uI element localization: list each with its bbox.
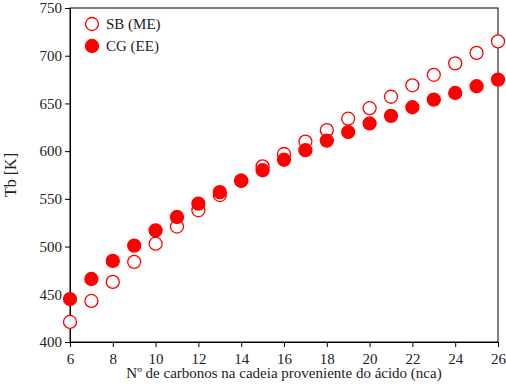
- tick-mark: [241, 342, 242, 347]
- tick-mark: [65, 199, 70, 200]
- tick: 550: [40, 191, 71, 207]
- point: [171, 210, 184, 223]
- point: [449, 57, 462, 70]
- point: [299, 144, 312, 157]
- point: [64, 315, 77, 328]
- point: [449, 86, 462, 99]
- point: [128, 255, 141, 268]
- tick: 12: [191, 342, 206, 367]
- series: [64, 73, 505, 305]
- tick-mark: [65, 8, 70, 9]
- tick: 8: [110, 342, 118, 367]
- tick: 20: [363, 342, 378, 367]
- tick-label: 8: [110, 351, 118, 367]
- chart: 6 8 10 12 14 16 18 20 22 24 26 400 450 500 550 600 650 70…: [0, 0, 506, 384]
- point: [128, 239, 141, 252]
- point: [235, 174, 248, 187]
- tick: 10: [149, 342, 164, 367]
- point: [492, 73, 505, 86]
- legend-marker: [86, 40, 99, 53]
- point: [149, 224, 162, 237]
- tick-mark: [455, 342, 456, 347]
- point: [149, 237, 162, 250]
- legend-label: SB (ME): [106, 16, 161, 33]
- tick: 6: [67, 342, 75, 367]
- tick: 22: [405, 342, 420, 367]
- tick-label: 24: [448, 351, 464, 367]
- tick-label: 700: [40, 48, 63, 64]
- point: [106, 275, 119, 288]
- tick: 750: [40, 0, 71, 16]
- tick: 18: [320, 342, 335, 367]
- legend-marker: [86, 18, 99, 31]
- tick: 24: [448, 342, 464, 367]
- point: [85, 273, 98, 286]
- point: [470, 46, 483, 59]
- point: [470, 80, 483, 93]
- point: [342, 112, 355, 125]
- tick-mark: [65, 151, 70, 152]
- tick-mark: [327, 342, 328, 347]
- tick-mark: [370, 342, 371, 347]
- tick-label: 450: [40, 287, 63, 303]
- point: [363, 102, 376, 115]
- tick-mark: [65, 342, 70, 343]
- tick-mark: [412, 342, 413, 347]
- tick: 26: [491, 342, 506, 367]
- point: [235, 174, 248, 187]
- point: [342, 126, 355, 139]
- tick-label: 550: [40, 191, 63, 207]
- tick-label: 600: [40, 143, 63, 159]
- point: [106, 254, 119, 267]
- tick-mark: [284, 342, 285, 347]
- y-axis-title: Tb [K]: [2, 153, 19, 197]
- tick-mark: [113, 342, 114, 347]
- tick: 650: [40, 96, 71, 112]
- point: [406, 101, 419, 114]
- tick-mark: [198, 342, 199, 347]
- tick-label: 500: [40, 239, 63, 255]
- tick-mark: [70, 342, 71, 347]
- point: [427, 93, 440, 106]
- point: [363, 117, 376, 130]
- plot: 6 8 10 12 14 16 18 20 22 24 26 400 450 500 550 600 650 70…: [40, 0, 506, 367]
- tick-label: 650: [40, 96, 63, 112]
- tick: 700: [40, 48, 71, 64]
- point: [256, 164, 269, 177]
- tick: 16: [277, 342, 293, 367]
- legend: SB (ME) CG (EE): [86, 16, 161, 55]
- point: [406, 79, 419, 92]
- point: [192, 197, 205, 210]
- tick-label: 26: [491, 351, 506, 367]
- point: [385, 90, 398, 103]
- point: [85, 294, 98, 307]
- tick-label: 400: [40, 334, 63, 350]
- point: [385, 109, 398, 122]
- tick-label: 6: [67, 351, 75, 367]
- x-axis: 6 8 10 12 14 16 18 20 22 24 26: [67, 342, 506, 367]
- point: [320, 134, 333, 147]
- tick: 14: [234, 342, 250, 367]
- tick-label: 750: [40, 0, 63, 16]
- point: [278, 153, 291, 166]
- tick-mark: [156, 342, 157, 347]
- point: [492, 35, 505, 48]
- series: [64, 35, 505, 329]
- point: [64, 293, 77, 306]
- tick-mark: [65, 103, 70, 104]
- tick-mark: [498, 342, 499, 347]
- point: [213, 186, 226, 199]
- points: [64, 35, 505, 329]
- tick: 400: [40, 334, 71, 350]
- tick-mark: [65, 247, 70, 248]
- legend-label: CG (EE): [106, 38, 159, 55]
- point: [427, 68, 440, 81]
- tick: 600: [40, 143, 71, 159]
- x-axis-title: Nº de carbonos na cadeia proveniente do …: [126, 365, 441, 382]
- plot-frame: [70, 8, 498, 342]
- tick: 500: [40, 239, 71, 255]
- tick-mark: [65, 56, 70, 57]
